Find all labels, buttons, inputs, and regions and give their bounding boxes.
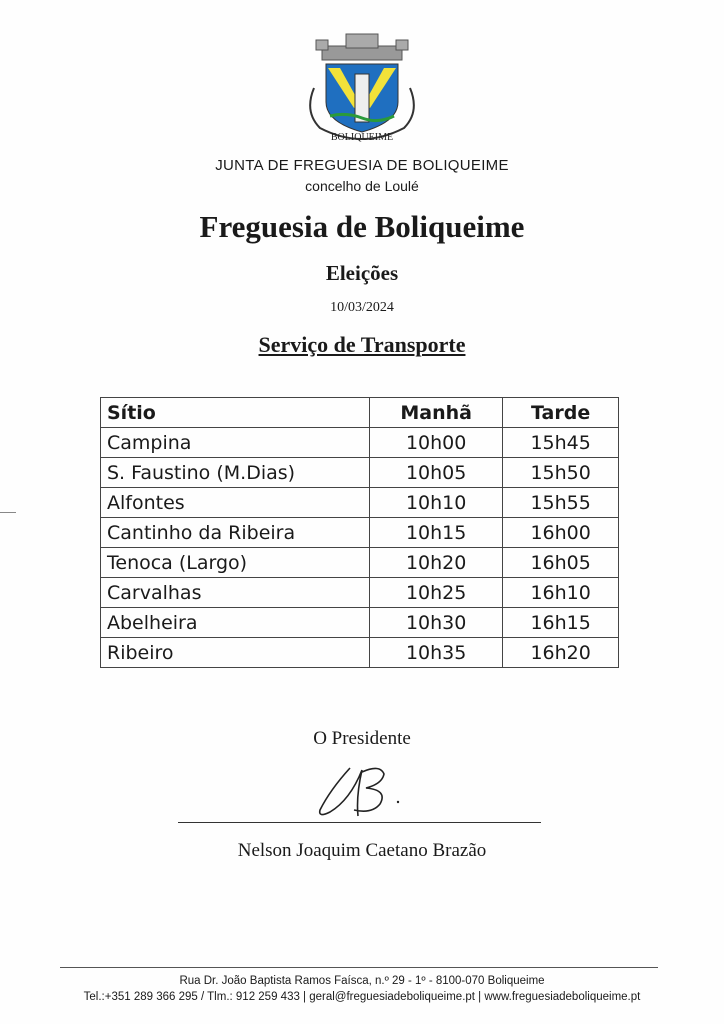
morning-time-cell: 10h00 [368,427,504,458]
table-header-row: Sítio Manhã Tarde [100,397,619,428]
coat-of-arms-logo: BOLIQUEIME [309,33,415,143]
organization-name: JUNTA DE FREGUESIA DE BOLIQUEIME [215,157,509,174]
location-cell: Tenoca (Largo) [100,547,370,578]
afternoon-time-cell: 15h50 [502,457,619,488]
table-row: Cantinho da Ribeira 10h15 16h00 [100,517,619,548]
table-row: Tenoca (Largo) 10h20 16h05 [100,547,619,578]
morning-time-cell: 10h10 [368,487,504,518]
page-title: Freguesia de Boliqueime [199,209,525,244]
column-header: Manhã [368,397,504,428]
table-row: Campina 10h00 15h45 [100,427,619,458]
column-header: Tarde [502,397,619,428]
afternoon-time-cell: 16h05 [502,547,619,578]
section-title: Serviço de Transporte [258,332,466,357]
afternoon-time-cell: 15h45 [502,427,619,458]
location-cell: Campina [100,427,370,458]
location-cell: Alfontes [100,487,370,518]
table-row: S. Faustino (M.Dias) 10h05 15h50 [100,457,619,488]
afternoon-time-cell: 16h20 [502,637,619,668]
table-row: Carvalhas 10h25 16h10 [100,577,619,608]
morning-time-cell: 10h35 [368,637,504,668]
location-cell: Ribeiro [100,637,370,668]
signature-line [178,822,541,823]
location-cell: Cantinho da Ribeira [100,517,370,548]
afternoon-time-cell: 15h55 [502,487,619,518]
footer-address: Rua Dr. João Baptista Ramos Faísca, n.º … [179,975,545,987]
table-row: Abelheira 10h30 16h15 [100,607,619,638]
morning-time-cell: 10h05 [368,457,504,488]
location-cell: Abelheira [100,607,370,638]
morning-time-cell: 10h30 [368,607,504,638]
table-row: Alfontes 10h10 15h55 [100,487,619,518]
footer-contacts: Tel.:+351 289 366 295 / Tlm.: 912 259 43… [83,991,641,1003]
municipality: concelho de Loulé [305,178,419,194]
location-cell: Carvalhas [100,577,370,608]
location-cell: S. Faustino (M.Dias) [100,457,370,488]
crest-label: BOLIQUEIME [331,132,393,143]
signatory-role: O Presidente [313,728,411,749]
footer-divider [60,967,658,968]
subtitle: Eleições [325,261,399,285]
table-row: Ribeiro 10h35 16h20 [100,637,619,668]
afternoon-time-cell: 16h15 [502,607,619,638]
afternoon-time-cell: 16h00 [502,517,619,548]
morning-time-cell: 10h15 [368,517,504,548]
morning-time-cell: 10h20 [368,547,504,578]
transport-schedule-table: Sítio Manhã Tarde Campina 10h00 15h45 S. Faus… [100,397,619,668]
signatory-name: Nelson Joaquim Caetano Brazão [237,840,487,861]
handwritten-signature [318,767,400,817]
date: 10/03/2024 [330,300,394,315]
afternoon-time-cell: 16h10 [502,577,619,608]
margin-mark [0,512,16,513]
column-header: Sítio [100,397,370,428]
morning-time-cell: 10h25 [368,577,504,608]
